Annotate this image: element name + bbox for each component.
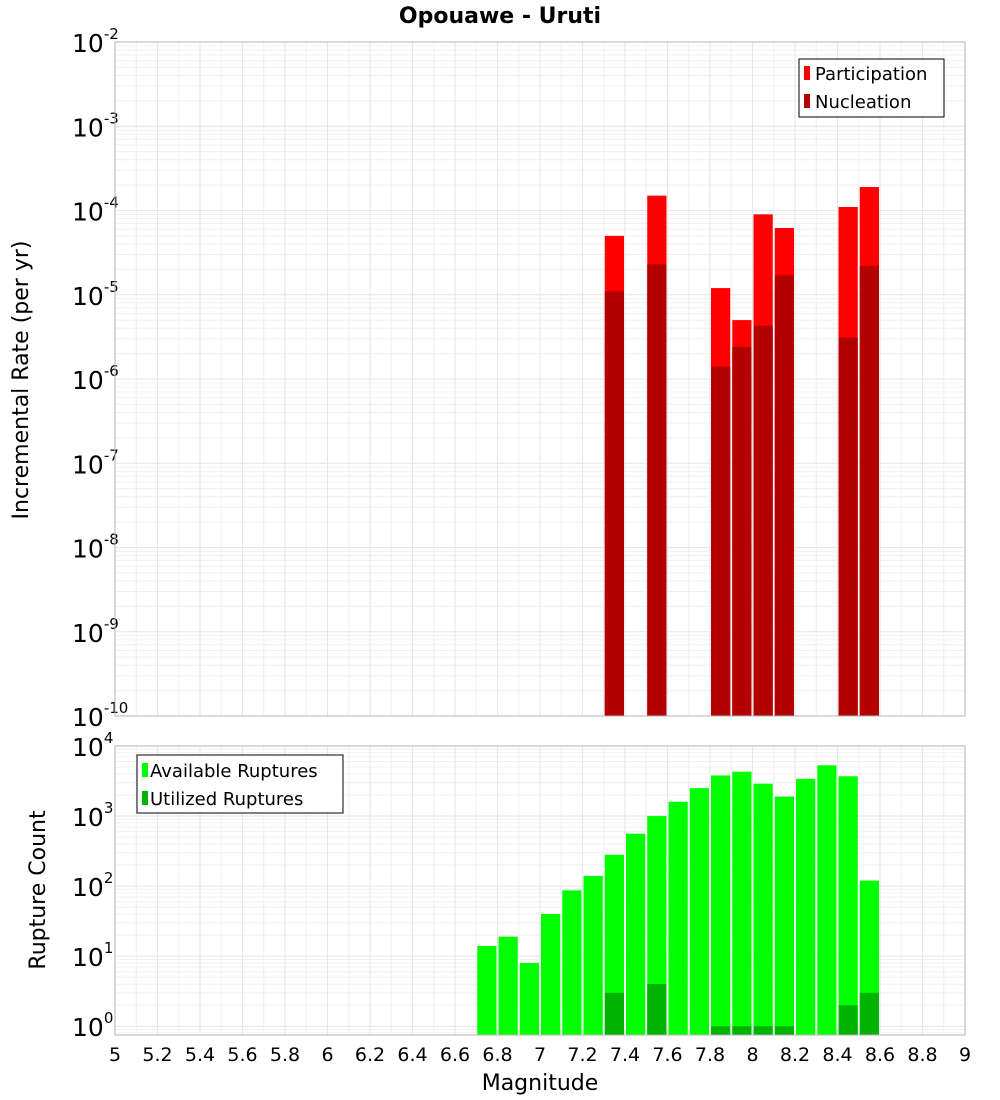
x-tick-label: 9 (959, 1044, 971, 1066)
x-tick-label: 6.4 (397, 1044, 427, 1066)
bottom-y-ticks: 100 101 102 103 104 (72, 729, 113, 1042)
top-y-tick-label: 10-3 (72, 109, 119, 142)
top-y-tick-label: 10-2 (72, 25, 119, 58)
legend-label-available: Available Ruptures (150, 761, 318, 782)
x-tick-label: 5.8 (270, 1044, 300, 1066)
x-tick-label: 6.6 (440, 1044, 470, 1066)
top-bar-nucleation (774, 275, 794, 716)
bottom-bar-utilized-ruptures (774, 1026, 794, 1035)
top-legend: Participation Nucleation (798, 58, 945, 118)
bottom-y-tick-label: 100 (72, 1009, 113, 1042)
top-bar-nucleation (647, 264, 667, 716)
bottom-y-tick-label: 104 (72, 729, 113, 762)
bottom-y-tick-label: 101 (72, 939, 113, 972)
legend-swatch-participation (804, 66, 810, 80)
top-bar-nucleation (859, 265, 879, 716)
x-tick-label: 8 (746, 1044, 758, 1066)
bottom-bar-available-ruptures (711, 775, 731, 1035)
bottom-bar-available-ruptures (817, 765, 837, 1035)
x-tick-label: 5.6 (227, 1044, 257, 1066)
x-tick-label: 7.2 (567, 1044, 597, 1066)
bottom-bar-utilized-ruptures (859, 992, 879, 1035)
bottom-bar-available-ruptures (583, 875, 603, 1035)
bottom-bar-available-ruptures (604, 854, 624, 1035)
top-y-tick-label: 10-9 (72, 615, 119, 648)
legend-label-nucleation: Nucleation (815, 92, 911, 113)
bottom-bar-available-ruptures (689, 788, 709, 1035)
x-tick-label: 6.2 (355, 1044, 385, 1066)
top-bar-nucleation (732, 346, 752, 716)
x-tick-label: 8.4 (822, 1044, 852, 1066)
x-tick-label: 5 (109, 1044, 121, 1066)
top-bar-nucleation (753, 325, 773, 716)
legend-label-participation: Participation (815, 64, 927, 85)
bottom-y-tick-label: 102 (72, 869, 113, 902)
top-plot-border (114, 41, 966, 717)
bottom-bar-available-ruptures (477, 945, 497, 1035)
top-bar-nucleation (838, 337, 858, 716)
legend-label-utilized: Utilized Ruptures (150, 789, 303, 810)
bottom-bar-available-ruptures (753, 783, 773, 1035)
x-tick-label: 7.8 (695, 1044, 725, 1066)
top-bar-nucleation (604, 291, 624, 716)
bottom-bar-available-ruptures (668, 801, 688, 1035)
bottom-bar-utilized-ruptures (732, 1026, 752, 1035)
x-tick-label: 6 (321, 1044, 333, 1066)
top-y-tick-label: 10-7 (72, 446, 119, 479)
bottom-y-axis-label: Rupture Count (26, 810, 51, 970)
legend-swatch-nucleation (804, 94, 810, 108)
top-y-axis-label: Incremental Rate (per yr) (9, 241, 34, 520)
top-y-tick-label: 10-4 (72, 194, 119, 227)
bottom-bar-available-ruptures (498, 936, 518, 1035)
bottom-y-tick-label: 103 (72, 799, 113, 832)
bottom-bar-available-ruptures (647, 816, 667, 1035)
bottom-bar-utilized-ruptures (711, 1026, 731, 1035)
bottom-legend: Available Ruptures Utilized Ruptures (136, 754, 344, 814)
top-grid (114, 41, 966, 717)
bottom-bar-available-ruptures (562, 890, 582, 1035)
top-bar-nucleation (711, 366, 731, 716)
bottom-bar-available-ruptures (774, 796, 794, 1035)
bottom-panel: 100 101 102 103 104 Rupture Count Available … (26, 729, 971, 1096)
bottom-bar-utilized-ruptures (838, 1005, 858, 1035)
x-axis-label: Magnitude (482, 1071, 599, 1096)
bottom-bar-available-ruptures (626, 833, 646, 1035)
top-legend-box (798, 58, 945, 118)
bottom-legend-box (136, 754, 344, 814)
bottom-bar-available-ruptures (838, 776, 858, 1035)
x-tick-label: 7 (534, 1044, 546, 1066)
legend-swatch-available (142, 763, 148, 777)
legend-swatch-utilized (142, 791, 148, 805)
top-panel: 10-10 10-9 10-8 10-7 10-6 10-5 10-4 10-3 10-2 In… (9, 25, 966, 732)
top-y-tick-label: 10-8 (72, 531, 119, 564)
bottom-bar-available-ruptures (519, 962, 539, 1035)
top-y-tick-label: 10-5 (72, 278, 119, 311)
top-bars (604, 187, 879, 717)
x-ticks: 5 5.2 5.4 5.6 5.8 6 6.2 6.4 6.6 6.8 7 7.2 7.4 7.6 7.8 8… (109, 1044, 971, 1066)
chart-title: Opouawe - Uruti (399, 4, 601, 29)
x-tick-label: 7.6 (652, 1044, 682, 1066)
top-y-tick-label: 10-10 (72, 699, 128, 732)
bottom-bar-utilized-ruptures (604, 992, 624, 1035)
bottom-bar-available-ruptures (732, 771, 752, 1035)
x-tick-label: 7.4 (610, 1044, 640, 1066)
x-tick-label: 8.6 (865, 1044, 895, 1066)
x-tick-label: 8.2 (780, 1044, 810, 1066)
top-y-tick-label: 10-6 (72, 362, 119, 395)
bottom-bar-available-ruptures (541, 914, 561, 1035)
x-tick-label: 5.4 (185, 1044, 215, 1066)
bottom-bar-utilized-ruptures (753, 1026, 773, 1035)
bottom-bar-utilized-ruptures (647, 984, 667, 1035)
x-tick-label: 6.8 (482, 1044, 512, 1066)
x-tick-label: 5.2 (142, 1044, 172, 1066)
x-tick-label: 8.8 (907, 1044, 937, 1066)
bottom-plot-border (114, 745, 966, 1036)
bottom-bars (477, 765, 879, 1035)
bottom-bar-available-ruptures (796, 778, 816, 1035)
